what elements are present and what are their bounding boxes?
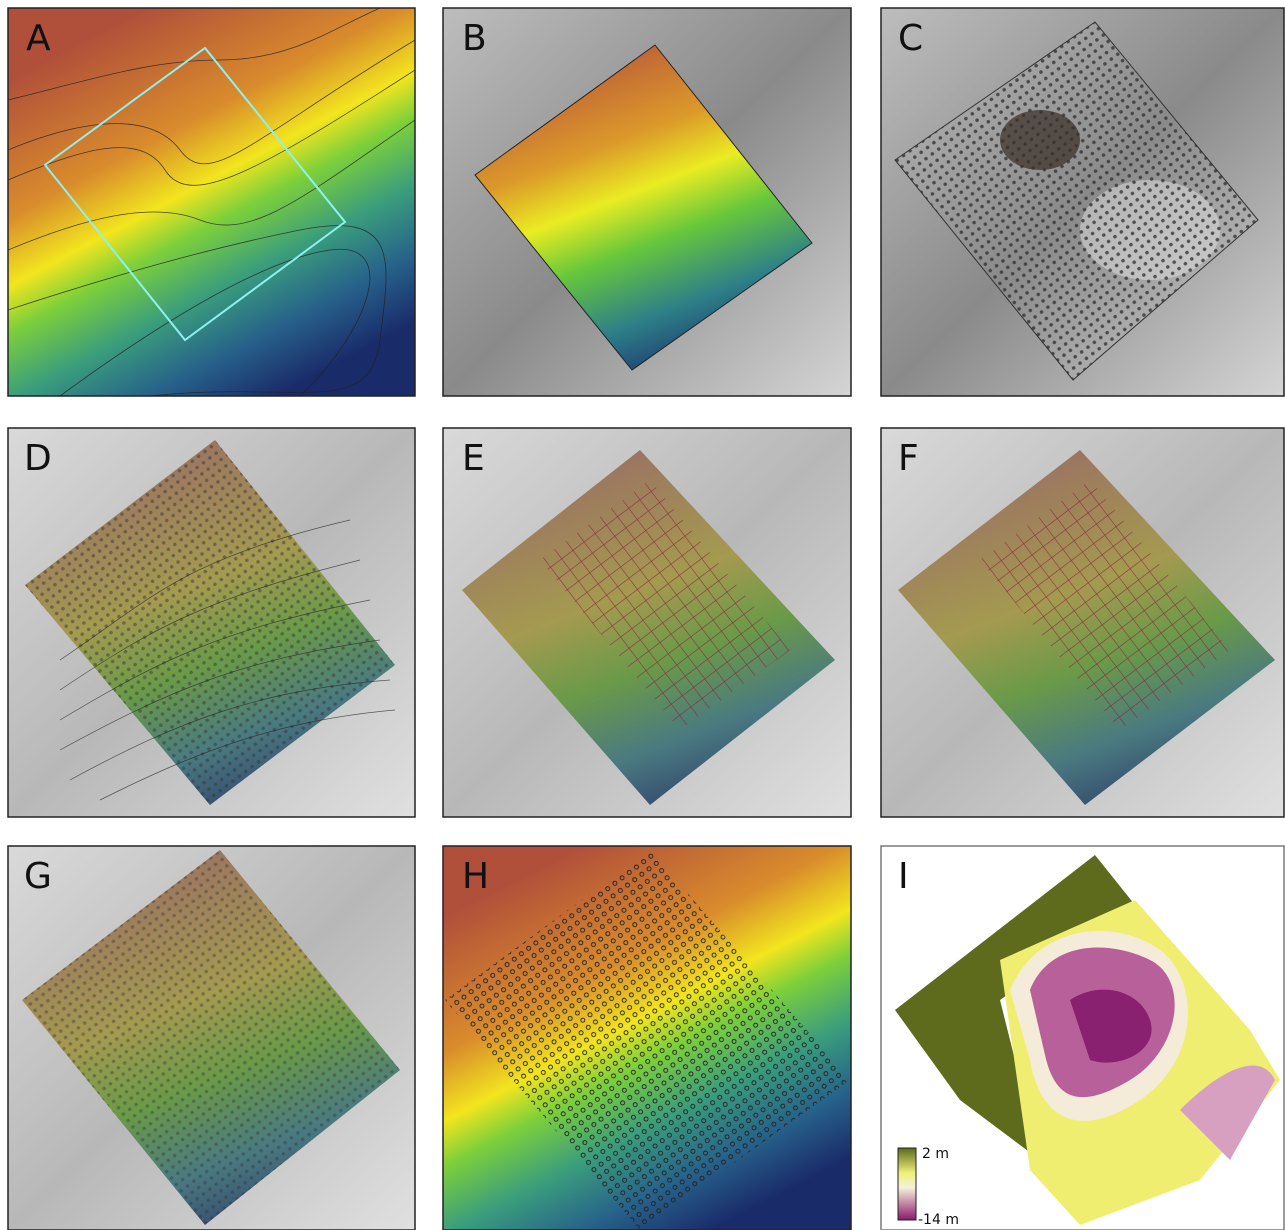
panel-label: H <box>462 856 489 897</box>
panel-label: E <box>462 438 485 479</box>
panel-label: G <box>24 856 52 897</box>
legend-label: -14 m <box>918 1212 959 1228</box>
panel: F <box>881 428 1284 817</box>
legend-label: 2 m <box>922 1146 949 1162</box>
panel-label: B <box>462 18 487 59</box>
panel-label: I <box>898 856 909 897</box>
panel: C <box>881 8 1284 396</box>
panel: G <box>8 846 415 1230</box>
panel-label: D <box>24 438 52 479</box>
panel: H <box>443 846 851 1230</box>
panel: D <box>8 428 415 817</box>
panel-label: F <box>898 438 919 479</box>
panel: 2 m -14 m I <box>881 846 1284 1230</box>
panel: E <box>443 428 851 817</box>
panel-label: C <box>898 18 923 59</box>
panel-label: A <box>26 18 51 59</box>
panel: A <box>8 8 415 396</box>
panel: B <box>443 8 851 396</box>
figure: A B C D E F G H <box>0 0 1285 1230</box>
